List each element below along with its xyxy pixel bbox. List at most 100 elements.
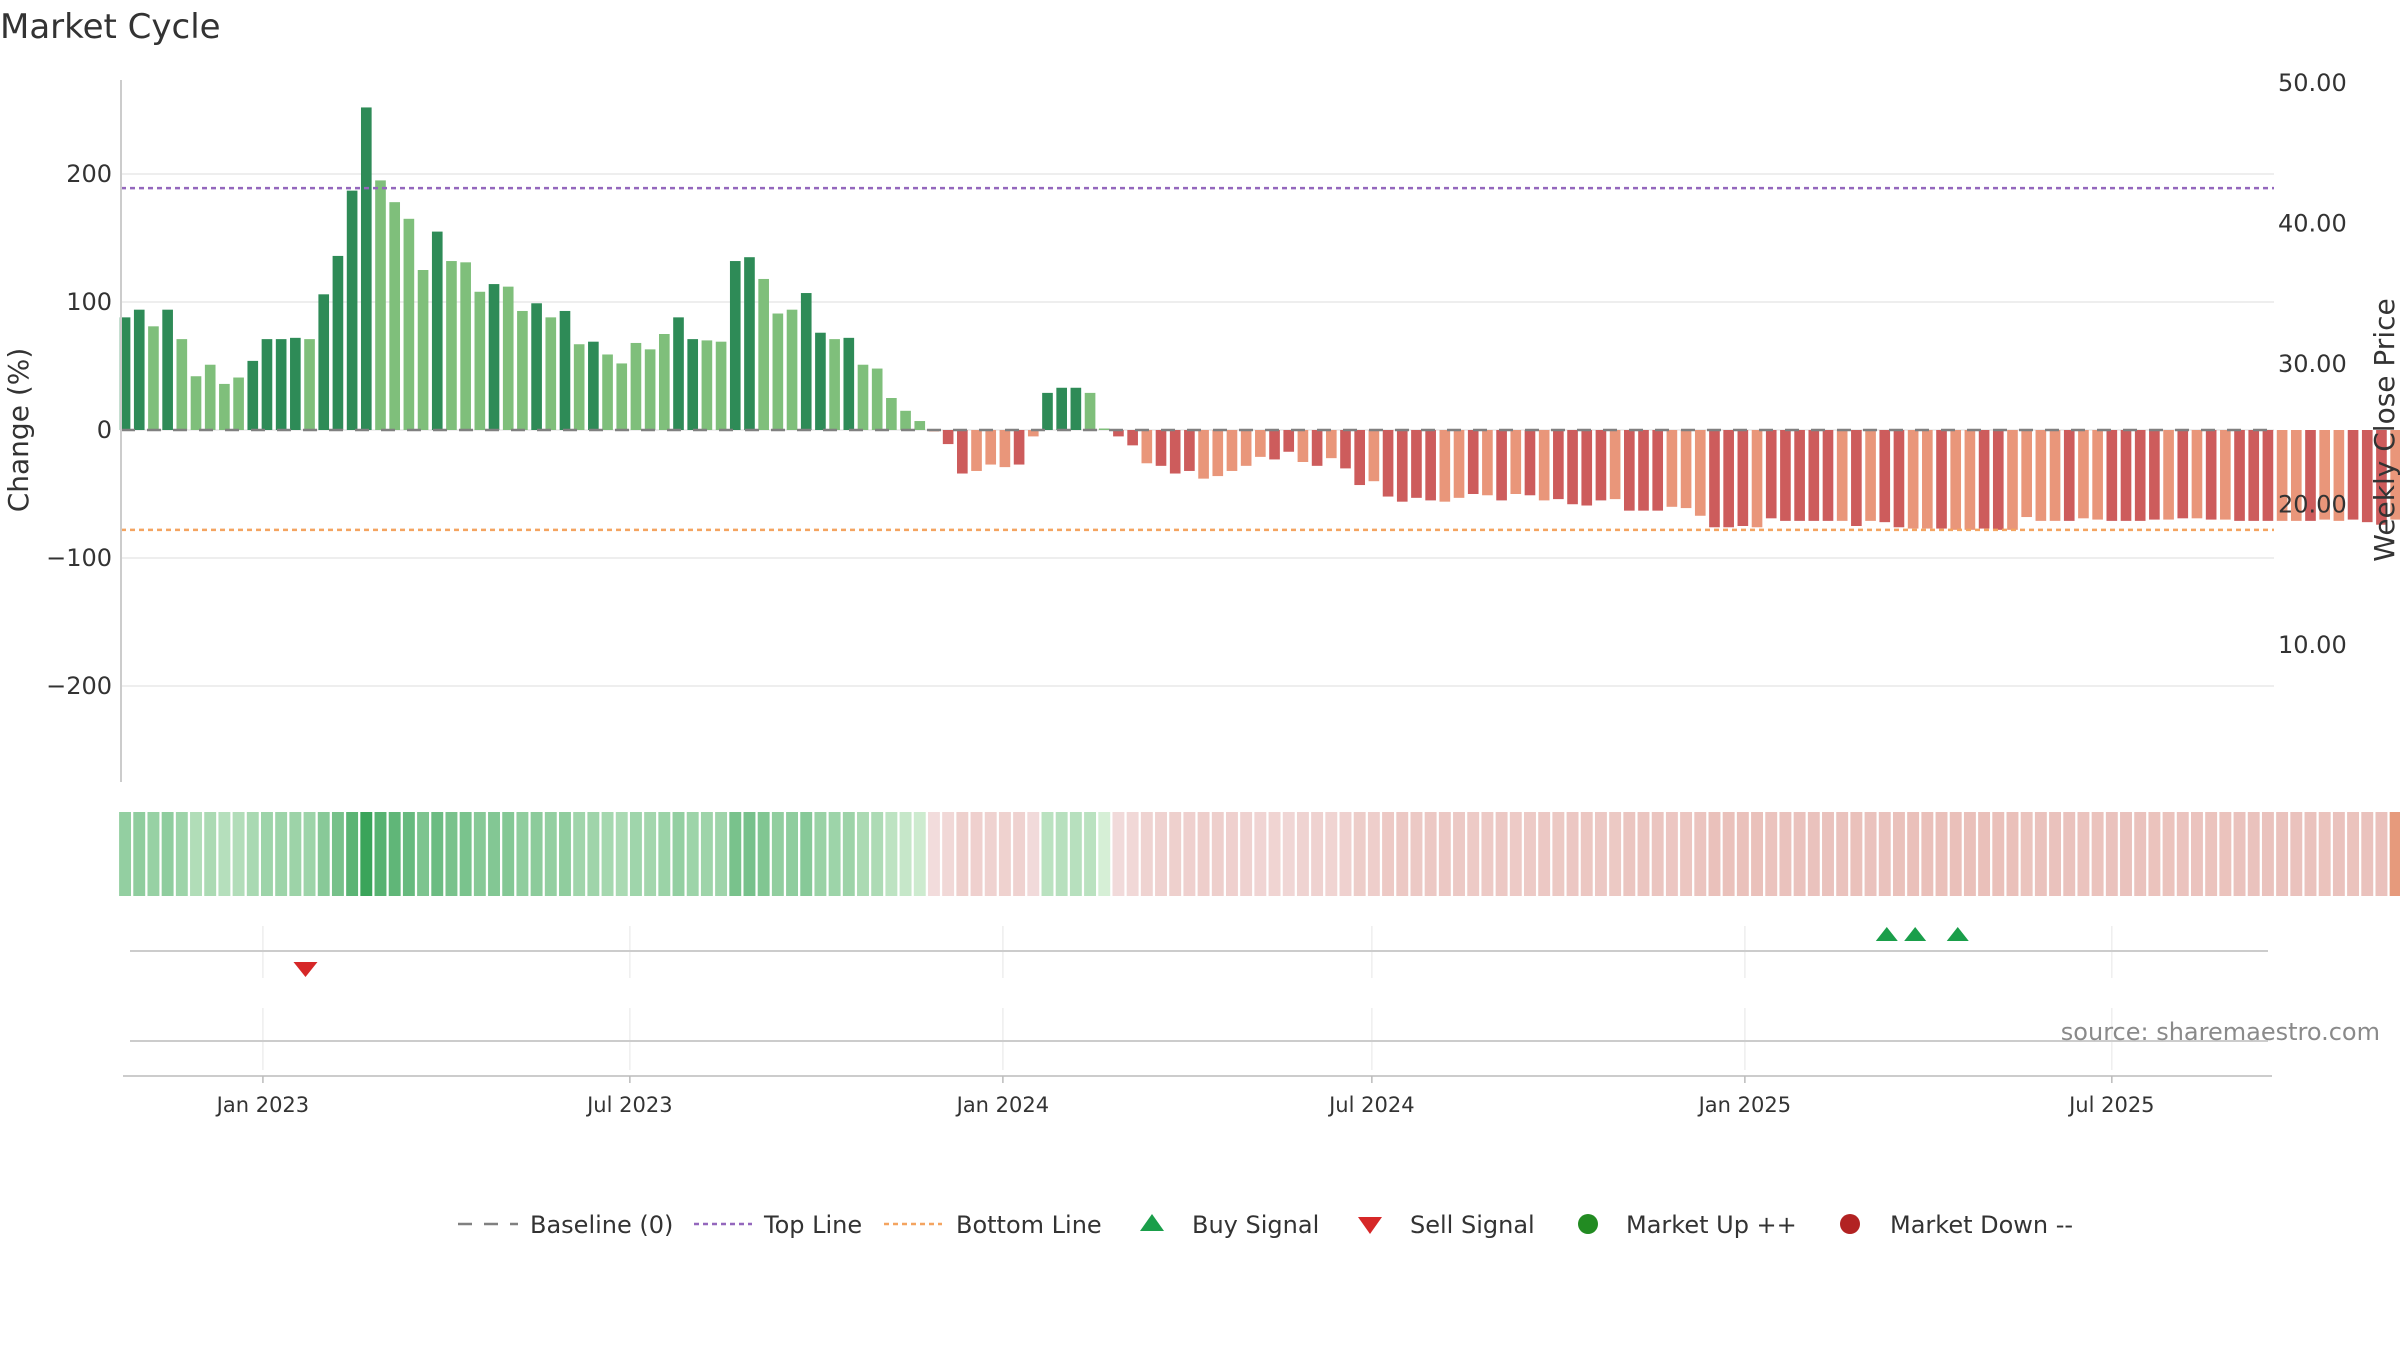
change-bar bbox=[886, 398, 897, 430]
change-bar bbox=[616, 363, 628, 430]
legend-label: Baseline (0) bbox=[530, 1211, 673, 1239]
change-bar bbox=[261, 339, 273, 430]
heat-cell bbox=[1325, 812, 1338, 896]
heat-cell bbox=[814, 812, 827, 896]
heat-cell bbox=[1793, 812, 1806, 896]
chart-title: Market Cycle bbox=[0, 7, 221, 47]
change-bar bbox=[1751, 430, 1763, 528]
change-bar bbox=[602, 354, 613, 430]
heat-cell bbox=[431, 812, 444, 896]
change-bar bbox=[871, 368, 883, 430]
change-bar bbox=[346, 190, 358, 430]
legend-label: Buy Signal bbox=[1192, 1211, 1319, 1239]
change-bar bbox=[247, 360, 259, 430]
heat-cell bbox=[700, 812, 713, 896]
heat-cell bbox=[1268, 812, 1281, 896]
change-bar bbox=[474, 291, 486, 430]
heat-cell bbox=[459, 812, 472, 896]
change-bar bbox=[2163, 430, 2174, 520]
change-bar bbox=[957, 430, 968, 474]
change-bar bbox=[162, 309, 173, 430]
heat-cell bbox=[1921, 812, 1934, 896]
heat-cell bbox=[1098, 812, 1111, 896]
heat-cell bbox=[331, 812, 344, 896]
change-bar bbox=[715, 341, 727, 430]
change-bar bbox=[1269, 430, 1280, 460]
change-bar bbox=[1453, 430, 1465, 498]
x-axis-ticks: Jan 2023 Jul 2023 Jan 2024 Jul 2024 Jan 2025… bbox=[215, 1076, 2155, 1117]
legend-swatch bbox=[1358, 1217, 1382, 1234]
heat-cell bbox=[1211, 812, 1224, 896]
change-bar bbox=[942, 430, 954, 445]
heat-cell bbox=[828, 812, 841, 896]
signal-markers bbox=[293, 927, 1969, 977]
change-bar bbox=[1113, 430, 1124, 437]
change-bar bbox=[190, 376, 202, 430]
change-bar bbox=[1851, 430, 1862, 526]
heat-cell bbox=[2049, 812, 2062, 896]
heat-cell bbox=[1822, 812, 1834, 896]
right-tick-label: 50.00 bbox=[2278, 69, 2347, 97]
signal-panel bbox=[130, 926, 2268, 978]
change-bar bbox=[1482, 430, 1493, 496]
heat-cell bbox=[2332, 812, 2345, 896]
change-bar bbox=[133, 309, 145, 430]
change-bar bbox=[1893, 430, 1905, 528]
change-bar bbox=[1070, 387, 1082, 430]
change-bar bbox=[815, 332, 826, 430]
heat-cell bbox=[1864, 812, 1877, 896]
change-bar bbox=[488, 284, 500, 430]
change-bar bbox=[588, 341, 599, 430]
change-bar bbox=[2063, 430, 2075, 521]
change-bar bbox=[1396, 430, 1408, 502]
heat-cell bbox=[1197, 812, 1210, 896]
change-bar bbox=[1098, 428, 1110, 430]
legend-item: Market Down -- bbox=[1840, 1211, 2073, 1239]
left-axis-label: Change (%) bbox=[2, 348, 35, 513]
change-bar bbox=[2220, 430, 2231, 520]
change-bar bbox=[290, 337, 301, 430]
heat-cell bbox=[771, 812, 784, 896]
heat-cell bbox=[715, 812, 728, 896]
change-bar bbox=[2092, 430, 2103, 520]
change-bar bbox=[148, 326, 159, 430]
heat-cell bbox=[360, 812, 373, 896]
change-bar bbox=[275, 339, 287, 430]
change-bar bbox=[517, 310, 528, 430]
change-bar bbox=[1027, 430, 1039, 437]
sell-signal-marker bbox=[293, 962, 318, 977]
heat-cell bbox=[1453, 812, 1465, 896]
change-bar bbox=[2177, 430, 2189, 519]
change-bar bbox=[176, 339, 188, 430]
change-bar bbox=[1524, 430, 1536, 496]
change-bar bbox=[2347, 430, 2359, 520]
legend-label: Sell Signal bbox=[1410, 1211, 1535, 1239]
heat-cell bbox=[1609, 812, 1622, 896]
legend-swatch bbox=[1140, 1214, 1164, 1231]
change-bar bbox=[1013, 430, 1025, 465]
heat-cell bbox=[2077, 812, 2090, 896]
heat-cell bbox=[1963, 812, 1976, 896]
heat-cell bbox=[1339, 812, 1352, 896]
heat-cell bbox=[289, 812, 302, 896]
buy-signal-marker bbox=[1946, 927, 1969, 941]
heat-cell bbox=[1779, 812, 1792, 896]
heat-cell bbox=[1651, 812, 1664, 896]
heat-cell bbox=[218, 812, 231, 896]
change-bar bbox=[1836, 430, 1848, 521]
change-bar bbox=[1553, 430, 1564, 500]
heat-cell bbox=[1807, 812, 1820, 896]
heat-cell bbox=[530, 812, 543, 896]
heat-cell bbox=[1538, 812, 1551, 896]
right-axis-label: Weekly Close Price bbox=[2368, 298, 2400, 561]
legend-swatch bbox=[1578, 1214, 1598, 1234]
change-bar bbox=[857, 364, 869, 430]
change-bar bbox=[1950, 430, 1962, 530]
heat-cell bbox=[2318, 812, 2331, 896]
change-bar bbox=[985, 430, 997, 465]
change-bar bbox=[658, 334, 670, 430]
change-bar bbox=[2106, 430, 2118, 521]
change-bar bbox=[772, 313, 784, 430]
heat-cell bbox=[2290, 812, 2303, 896]
heat-cell bbox=[1126, 812, 1139, 896]
